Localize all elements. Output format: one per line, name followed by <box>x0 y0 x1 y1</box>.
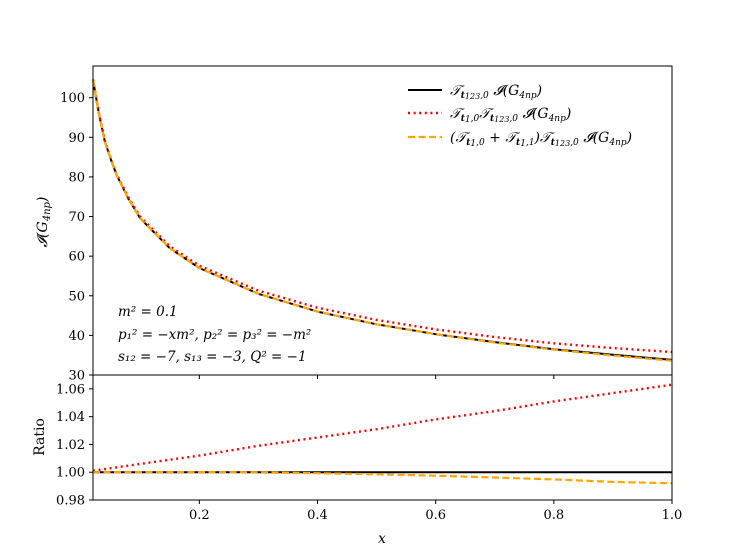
x-tick-label: 1.0 <box>662 508 683 523</box>
annotation-line-1: m² = 0.1 <box>118 304 178 320</box>
x-tick-label: 0.2 <box>189 508 210 523</box>
top-series-3-line <box>91 79 673 362</box>
y-axis-label-top: 𝓘(G4np) <box>35 197 53 248</box>
bottom-y-tick-label: 1.00 <box>56 466 85 481</box>
legend: 𝒯t123,0 𝓘(G4np) 𝒯t1,0𝒯t123,0 𝓘(G4np) (𝒯t… <box>408 83 632 149</box>
annotation-line-3: s₁₂ = −7, s₁₃ = −3, Q² = −1 <box>118 349 307 365</box>
legend-label-series-3: (𝒯t1,0 + 𝒯t1,1)𝒯t123,0 𝓘(G4np) <box>450 130 632 149</box>
bottom-panel-ticks: 0.98 1.00 1.02 1.04 1.06 0.2 0.4 0.6 0.8 1.0 <box>56 382 682 523</box>
top-y-tick-label: 50 <box>68 289 85 304</box>
bottom-series-2-line <box>92 383 673 472</box>
top-panel-series <box>91 79 673 362</box>
top-y-tick-label: 100 <box>60 91 85 106</box>
parameter-annotation: m² = 0.1 p₁² = −xm², p₂² = p₃² = −m² s₁₂… <box>118 304 311 365</box>
legend-label-series-2: 𝒯t1,0𝒯t123,0 𝓘(G4np) <box>450 106 571 125</box>
bottom-y-tick-label: 1.02 <box>56 438 85 453</box>
top-y-tick-label: 60 <box>68 250 85 265</box>
top-y-tick-label: 70 <box>68 210 85 225</box>
top-y-tick-label: 90 <box>68 131 85 146</box>
annotation-line-2: p₁² = −xm², p₂² = p₃² = −m² <box>118 327 311 343</box>
x-tick-label: 0.4 <box>307 508 328 523</box>
top-y-tick-label: 30 <box>68 369 85 384</box>
top-y-tick-label: 80 <box>68 170 85 185</box>
x-axis-label: x <box>378 531 386 547</box>
bottom-panel-frame <box>92 374 673 501</box>
top-y-tick-label: 40 <box>68 329 85 344</box>
top-series-2-line <box>91 79 673 354</box>
top-panel-ticks: 30 40 50 60 70 80 90 100 <box>60 91 673 384</box>
legend-label-series-1: 𝒯t123,0 𝓘(G4np) <box>450 83 542 101</box>
bottom-series-3-line <box>93 471 673 485</box>
x-tick-label: 0.8 <box>543 508 564 523</box>
bottom-y-tick-label: 1.04 <box>56 410 85 425</box>
bottom-panel-series <box>92 383 673 485</box>
x-tick-label: 0.6 <box>425 508 446 523</box>
bottom-y-tick-label: 1.06 <box>56 382 85 397</box>
bottom-y-tick-label: 0.98 <box>56 494 85 509</box>
top-series-1-line <box>92 79 673 361</box>
y-axis-label-bottom: Ratio <box>32 418 48 456</box>
